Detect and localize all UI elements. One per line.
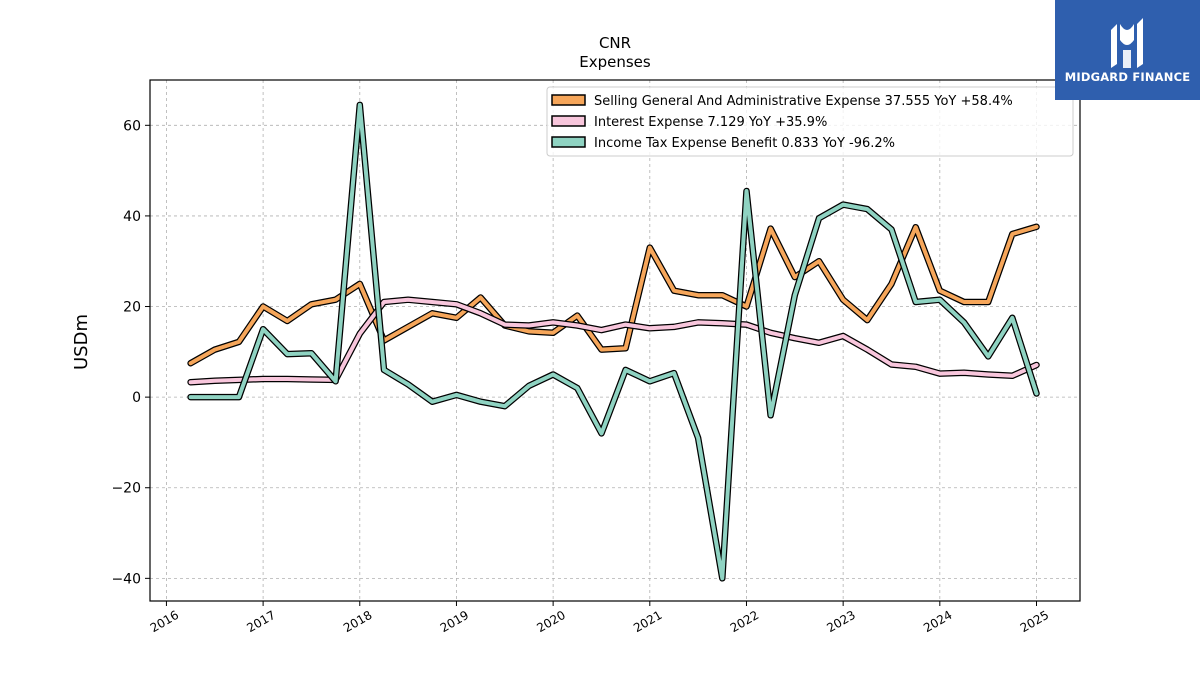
x-tick-label: 2020 xyxy=(534,608,567,635)
y-tick-label: −20 xyxy=(111,481,141,497)
x-tick-label: 2023 xyxy=(824,608,857,635)
chart-title: CNR xyxy=(599,34,631,52)
series-outline-2 xyxy=(187,101,1040,582)
midgard-finance-logo: MIDGARD FINANCE xyxy=(1055,0,1200,100)
x-tick-label: 2016 xyxy=(148,608,181,635)
x-tick-label: 2022 xyxy=(728,608,761,635)
legend-swatch xyxy=(551,94,586,106)
legend-swatch xyxy=(551,136,586,148)
x-tick-label: 2019 xyxy=(438,608,471,635)
legend-box xyxy=(546,86,1074,157)
series-lines xyxy=(187,101,1040,582)
y-axis-label: USDm xyxy=(71,314,92,370)
legend-swatch xyxy=(551,115,586,127)
logo-text: MIDGARD FINANCE xyxy=(1064,70,1191,84)
y-tick-label: 40 xyxy=(123,209,141,225)
x-tick-label: 2025 xyxy=(1018,608,1051,635)
legend: Selling General And Administrative Expen… xyxy=(546,86,1074,157)
plot-frame xyxy=(149,79,1081,602)
x-axis: 2016 2017 2018 2019 2020 2021 2022 2023 2024 2025 xyxy=(148,601,1051,635)
legend-label: Interest Expense 7.129 YoY +35.9% xyxy=(594,115,827,130)
x-tick-label: 2018 xyxy=(341,608,374,635)
series-outline-1 xyxy=(187,296,1040,386)
y-tick-label: 60 xyxy=(123,118,141,134)
y-axis: −40 −20 0 20 40 60 xyxy=(111,118,150,587)
midgard-logo-mark-icon xyxy=(1111,18,1143,68)
series-outline-0 xyxy=(187,223,1040,367)
series-line-1 xyxy=(188,297,1039,385)
series-line-0 xyxy=(188,224,1039,366)
x-tick-label: 2024 xyxy=(921,608,954,635)
x-tick-label: 2021 xyxy=(631,608,664,635)
y-tick-label: −40 xyxy=(111,571,141,587)
x-tick-label: 2017 xyxy=(244,608,277,635)
legend-label: Selling General And Administrative Expen… xyxy=(594,94,1013,109)
series-line-2 xyxy=(188,102,1039,581)
y-tick-label: 0 xyxy=(132,390,141,406)
y-tick-label: 20 xyxy=(123,300,141,316)
grid-lines xyxy=(150,80,1080,601)
legend-label: Income Tax Expense Benefit 0.833 YoY -96… xyxy=(594,136,895,151)
chart-subtitle: Expenses xyxy=(579,53,651,71)
